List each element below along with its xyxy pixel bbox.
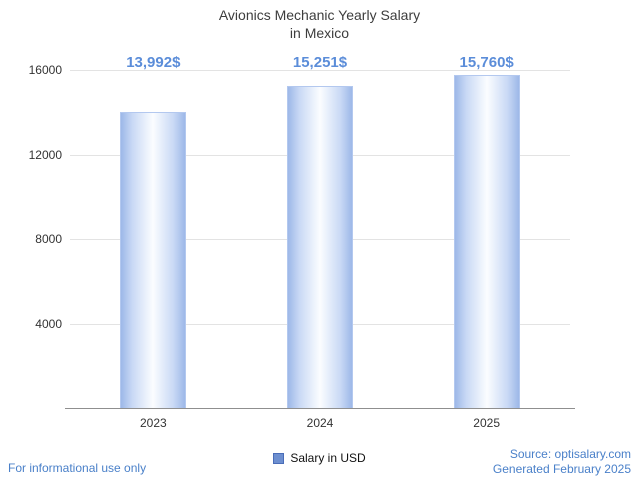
x-axis-label: 2023 (139, 416, 167, 430)
y-axis-tick-label: 16000 (28, 63, 62, 77)
generated-line: Generated February 2025 (492, 462, 631, 476)
legend-swatch-icon (273, 452, 285, 464)
bar-value-label: 15,251$ (292, 54, 348, 71)
y-axis-tick-label: 4000 (35, 316, 62, 331)
x-axis-label: 2024 (306, 416, 334, 430)
legend-label: Salary in USD (290, 451, 366, 465)
x-axis-label: 2025 (473, 416, 500, 430)
legend: Salary in USD (0, 451, 639, 465)
y-axis-tick-label: 12000 (28, 147, 62, 162)
chart-title-line1: Avionics Mechanic Yearly Salary (218, 7, 421, 23)
source-line: Source: optisalary.com (509, 447, 631, 461)
bar-2024 (287, 85, 353, 408)
bar-value-label: 15,760$ (459, 54, 514, 71)
y-axis-tick-label: 8000 (35, 232, 62, 246)
source-attribution: Source: optisalary.com Generated Februar… (493, 447, 631, 477)
bar-value-label: 13,992$ (126, 54, 181, 71)
plot-area (70, 70, 570, 408)
gridline (70, 70, 570, 71)
chart-title: Avionics Mechanic Yearly Salary in Mexic… (0, 6, 639, 42)
bar-2025 (453, 75, 520, 408)
informational-note: For informational use only (8, 461, 147, 475)
bar-2023 (120, 112, 187, 408)
chart-title-line2: in Mexico (289, 25, 350, 41)
x-axis-line (65, 408, 575, 409)
